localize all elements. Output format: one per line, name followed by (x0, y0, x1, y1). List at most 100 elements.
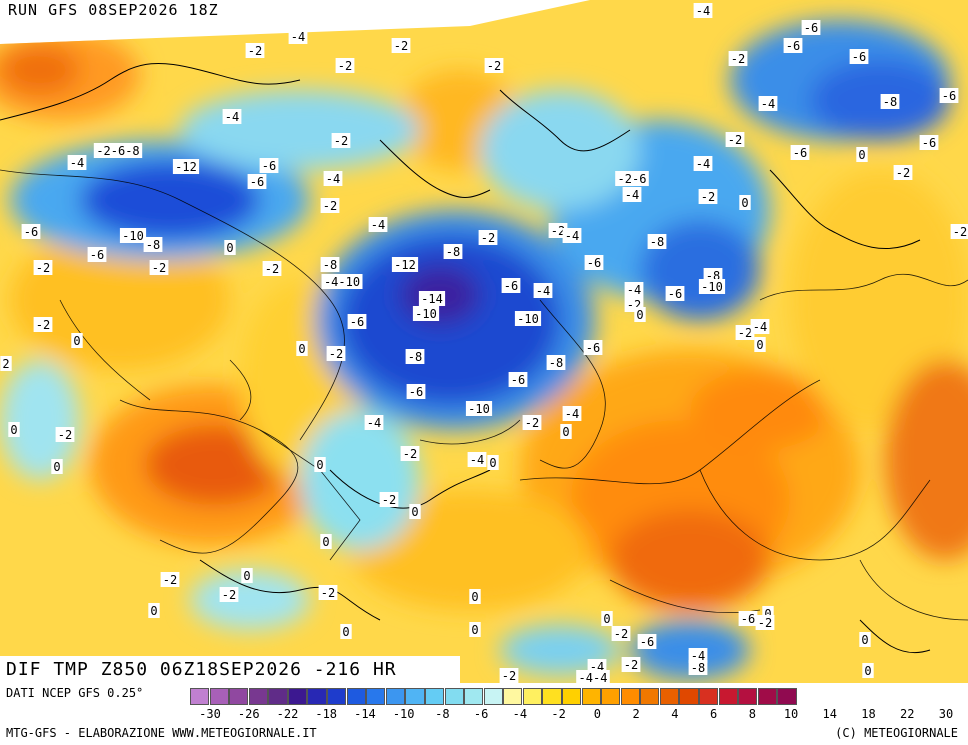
contour-label: -6 (919, 135, 939, 150)
svg-text:-8: -8 (408, 350, 422, 364)
contour-label: -6 (584, 255, 604, 270)
contour-label: -6 (849, 49, 869, 64)
legend-swatch (464, 688, 484, 705)
legend-swatch (248, 688, 268, 705)
contour-label: -2 (391, 38, 411, 53)
svg-text:-8: -8 (446, 245, 460, 259)
contour-label: -2 (335, 58, 355, 73)
legend-tick-label: 22 (900, 707, 915, 721)
legend-swatch (307, 688, 327, 705)
contour-label: -8 (405, 349, 425, 364)
svg-text:-2: -2 (953, 225, 967, 239)
contour-label: -8 (880, 94, 900, 109)
contour-label: -2 (755, 615, 775, 630)
legend-tick-label: -2 (551, 707, 566, 721)
svg-text:-8: -8 (549, 356, 563, 370)
contour-label: 0 (314, 457, 326, 472)
contour-label: -8 (143, 237, 163, 252)
legend-tick-label: 10 (783, 707, 799, 721)
svg-text:0: 0 (471, 623, 478, 637)
contour-label: -6 (801, 20, 821, 35)
svg-text:-2: -2 (36, 318, 50, 332)
svg-text:-4: -4 (536, 284, 550, 298)
contour-label: -4-4 (576, 670, 610, 683)
legend-swatch (268, 688, 288, 705)
contour-label: 0 (856, 147, 868, 162)
svg-text:0: 0 (603, 612, 610, 626)
contour-label: -8 (443, 244, 463, 259)
temperature-anomaly-map: -4-6-6-6-4-2-2-2 -2 -2-4 -8 -6-4-2 -2 -6-6 0-2-… (0, 0, 968, 683)
svg-text:-4: -4 (753, 320, 767, 334)
contour-label: -2 (326, 346, 346, 361)
svg-text:-2: -2 (701, 190, 715, 204)
legend-swatch (777, 688, 797, 705)
contour-label: -2 (725, 132, 745, 147)
contour-label: -2 (484, 58, 504, 73)
svg-text:-2: -2 (551, 224, 565, 238)
contour-label: -4 (562, 228, 582, 243)
contour-label: 0 (634, 307, 646, 322)
color-scale (190, 688, 797, 705)
svg-text:-10: -10 (468, 402, 490, 416)
contour-label: -8 (688, 660, 708, 675)
svg-text:-2: -2 (896, 166, 910, 180)
legend-swatch (405, 688, 425, 705)
svg-text:-2: -2 (728, 133, 742, 147)
contour-label: -6 (783, 38, 803, 53)
data-source-label: DATI NCEP GFS 0.25° (6, 686, 144, 700)
contour-label: -6 (501, 278, 521, 293)
legend-swatch (385, 688, 405, 705)
svg-text:-2: -2 (394, 39, 408, 53)
contour-label: -10 (412, 306, 440, 321)
svg-text:-6: -6 (504, 279, 518, 293)
svg-text:-4-4: -4-4 (579, 671, 608, 683)
svg-text:-2: -2 (248, 44, 262, 58)
legend-swatch (542, 688, 562, 705)
svg-text:-4: -4 (565, 229, 579, 243)
contour-label: 0 (224, 240, 236, 255)
svg-text:0: 0 (342, 625, 349, 639)
contour-label: -8 (320, 257, 340, 272)
contour-label: -2 (893, 165, 913, 180)
svg-text:0: 0 (489, 456, 496, 470)
contour-label: -10 (119, 228, 147, 243)
legend-swatch (522, 688, 543, 705)
legend-tick-label: 4 (671, 707, 679, 721)
contour-label: -4 (693, 156, 713, 171)
legend-tick-label: 14 (822, 707, 838, 721)
svg-text:0: 0 (226, 241, 233, 255)
svg-text:-8: -8 (323, 258, 337, 272)
contour-label: -4 (533, 283, 553, 298)
svg-text:-10: -10 (517, 312, 539, 326)
contour-label: -12 (391, 257, 419, 272)
contour-label: -6 (406, 384, 426, 399)
contour-label: -2 (379, 492, 399, 507)
svg-text:-12: -12 (175, 160, 197, 174)
legend-tick-label: -10 (392, 707, 415, 721)
contour-label: -4 (693, 3, 713, 18)
contour-label: -2 (522, 415, 542, 430)
svg-text:-6: -6 (90, 248, 104, 262)
legend-swatch (287, 688, 308, 705)
legend-swatch (366, 688, 386, 705)
contour-label: -4 (622, 187, 642, 202)
contour-label: -2 (219, 587, 239, 602)
contour-label: -6 (939, 88, 959, 103)
contour-label: -2 (735, 325, 755, 340)
legend-swatch (503, 688, 523, 705)
contour-label: -2 (621, 657, 641, 672)
contour-label: -2 (55, 427, 75, 442)
contour-label: -6 (247, 174, 267, 189)
contour-label: 0 (862, 663, 874, 678)
legend-tick-label: 18 (861, 707, 876, 721)
svg-text:-4-10: -4-10 (324, 275, 360, 289)
svg-text:-4: -4 (627, 283, 641, 297)
legend-swatch (640, 688, 660, 705)
run-title: RUN GFS 08SEP2026 18Z (4, 1, 223, 19)
svg-text:-6: -6 (668, 287, 682, 301)
legend-swatch (561, 688, 582, 705)
svg-text:-8: -8 (650, 235, 664, 249)
legend-swatch (424, 688, 445, 705)
svg-text:-6: -6 (24, 225, 38, 239)
svg-text:-6: -6 (793, 146, 807, 160)
